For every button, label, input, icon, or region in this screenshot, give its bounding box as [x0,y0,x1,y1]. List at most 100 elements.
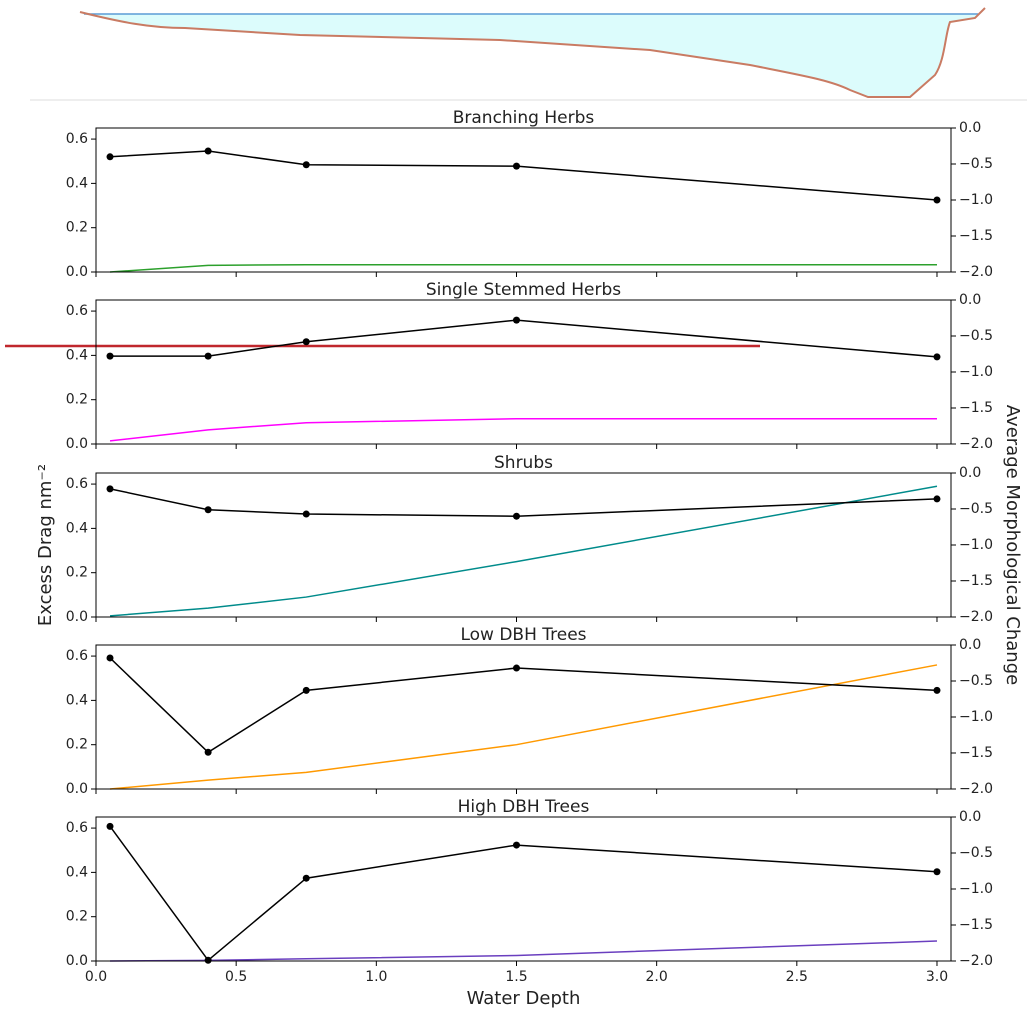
panel-title: Shrubs [494,453,553,473]
y-tick-label: 0.4 [66,347,88,363]
y-tick-label: 0.2 [66,220,88,236]
y2-tick-label: 0.0 [959,465,981,481]
series-line [109,664,938,790]
panel-title: High DBH Trees [458,797,590,817]
data-point [106,352,114,360]
series-line [109,657,938,754]
x-tick-label: 2.0 [646,969,668,985]
y2-tick-label: −1.5 [959,745,993,761]
panel: High DBH Trees 0.0 0.2 0.4 0.6 0.0 −0.5 −1.0 −1.… [66,797,993,1009]
water-area [82,14,978,97]
y-tick-label: 0.0 [66,781,88,797]
y2-tick-label: −1.5 [959,228,993,244]
x-tick-label: 1.0 [365,969,387,985]
data-point [933,686,941,694]
data-point [302,161,310,169]
panel-title: Low DBH Trees [460,625,586,645]
y2-tick-label: −0.5 [959,156,993,172]
data-point [933,196,941,204]
data-point [106,822,114,830]
cross-section [30,7,1027,101]
y2-tick-label: −2.0 [959,953,993,969]
data-point [302,686,310,694]
series-line [109,263,937,273]
y2-tick-label: −1.0 [959,709,993,725]
x-tick-label: 2.5 [786,969,808,985]
data-point [512,162,520,170]
y-tick-label: 0.2 [66,909,88,925]
y2-tick-label: −1.0 [959,192,993,208]
panel: Shrubs 0.0 0.2 0.4 0.6 0.0 −0.5 −1.0 −1.5 −2.0 Exc… [35,405,1023,685]
y-tick-label: 0.2 [66,565,88,581]
y-tick-label: 0.0 [66,953,88,969]
y-tick-label: 0.4 [66,864,88,880]
series-line [109,417,937,442]
data-point [302,510,310,518]
y2-tick-label: 0.0 [959,809,981,825]
data-point [106,153,114,161]
data-point [204,748,212,756]
data-point [512,664,520,672]
y2-tick-label: −2.0 [959,436,993,452]
series-line [109,488,938,517]
y2-tick-label: −0.5 [959,845,993,861]
y-tick-label: 0.0 [66,609,88,625]
x-tick-label: 0.0 [85,969,107,985]
panel: Single Stemmed Herbs 0.0 0.2 0.4 0.6 0.0 −0.5 −… [66,280,993,452]
y2-tick-label: −2.0 [959,781,993,797]
y2-tick-label: −2.0 [959,264,993,280]
panel-title: Single Stemmed Herbs [426,280,621,300]
y-tick-label: 0.4 [66,175,88,191]
series-line [109,485,938,617]
data-point [204,147,212,155]
y2-tick-label: −1.5 [959,573,993,589]
y2-tick-label: −1.0 [959,537,993,553]
axes-frame [95,127,952,273]
data-point [302,338,310,346]
panel: Branching Herbs 0.0 0.2 0.4 0.6 0.0 −0.5 −1.0 −1… [66,108,993,280]
y-tick-label: 0.4 [66,692,88,708]
series-line [110,319,938,358]
y2-tick-label: −1.5 [959,917,993,933]
data-point [204,956,212,964]
x-tick-label: 1.5 [505,969,527,985]
y-tick-label: 0.2 [66,392,88,408]
data-point [106,485,114,493]
channel-bed [79,7,986,98]
y-tick-label: 0.6 [66,131,88,147]
y-tick-label: 0.2 [66,737,88,753]
y2-tick-label: 0.0 [959,120,981,136]
y2-tick-label: −1.0 [959,881,993,897]
axes-frame [95,644,952,790]
data-point [512,841,520,849]
data-point [933,353,941,361]
y2-tick-label: −0.5 [959,501,993,517]
y-tick-label: 0.4 [66,520,88,536]
panel-title: Branching Herbs [453,108,595,128]
data-point [204,352,212,360]
y-tick-label: 0.6 [66,648,88,664]
y2-tick-label: 0.0 [959,637,981,653]
y2-axis-label: Average Morphological Change [1002,405,1023,685]
y-tick-label: 0.6 [66,303,88,319]
y2-tick-label: −1.5 [959,400,993,416]
y-tick-label: 0.6 [66,820,88,836]
y2-tick-label: −1.0 [959,364,993,380]
y2-tick-label: −0.5 [959,328,993,344]
axes-frame [95,816,952,962]
y2-tick-label: 0.0 [959,292,981,308]
axes-frame [95,472,952,618]
data-point [302,874,310,882]
data-point [106,654,114,662]
x-tick-label: 0.5 [225,969,247,985]
data-point [512,512,520,520]
y-tick-label: 0.6 [66,476,88,492]
series-line [110,940,938,962]
x-tick-label: 3.0 [926,969,948,985]
panel: Low DBH Trees 0.0 0.2 0.4 0.6 0.0 −0.5 −1.0 −1.5… [66,625,993,797]
data-point [933,495,941,503]
series-line [109,150,938,201]
axes-frame [95,299,952,445]
series-line [109,825,938,962]
